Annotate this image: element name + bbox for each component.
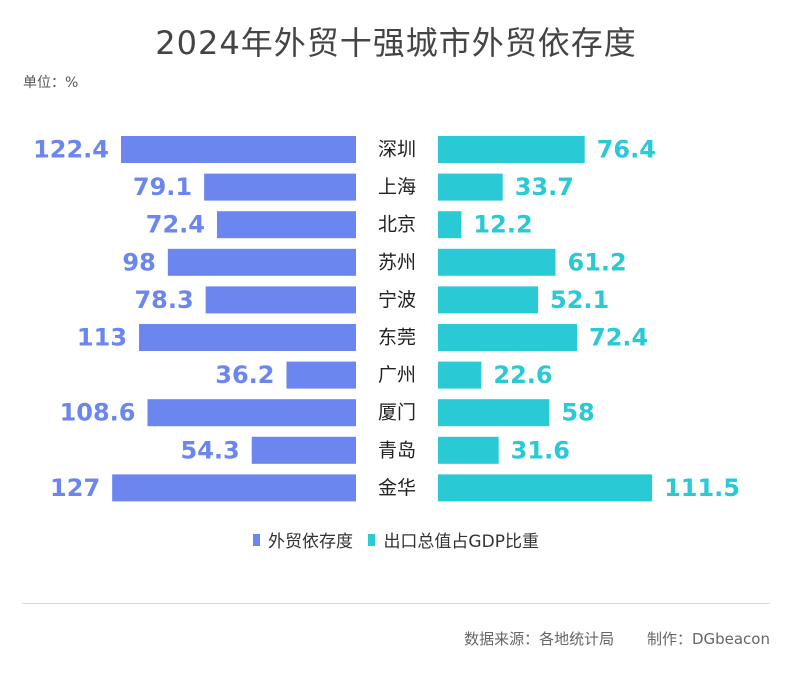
bar-left-1 [204,173,356,201]
category-label-4: 宁波 [378,289,416,311]
legend: 外贸依存度 出口总值占GDP比重 [0,527,792,552]
bar-right-6 [438,361,482,389]
bar-right-0 [438,136,585,163]
chart-title: 2024年外贸十强城市外贸依存度 [155,24,637,62]
unit-label: 单位：% [23,75,79,91]
category-label-1: 上海 [378,176,416,198]
bar-left-0 [120,136,356,163]
legend-label-export-gdp-share: 出口总值占GDP比重 [383,532,539,552]
bar-right-5 [438,324,578,351]
bar-left-9 [112,474,356,502]
category-label-7: 厦门 [378,402,416,424]
footer: 数据来源：各地统计局 制作：DGbeacon [464,628,770,649]
label-right-9: 111.5 [664,474,740,502]
bar-right-9 [438,474,653,502]
bar-left-2 [216,211,356,239]
label-left-0: 122.4 [33,136,109,164]
bar-right-7 [438,399,550,427]
legend-item-trade-dependence: 外贸依存度 [253,527,353,552]
bar-left-3 [167,248,356,276]
label-left-8: 54.3 [181,436,240,464]
label-left-3: 98 [122,248,155,276]
label-left-1: 79.1 [133,173,192,201]
legend-item-export-gdp-share: 出口总值占GDP比重 [368,527,539,552]
legend-swatch-export-gdp-share [368,533,376,546]
bar-right-2 [438,211,462,239]
label-right-2: 12.2 [473,211,532,239]
category-label-6: 广州 [378,364,416,386]
label-left-4: 78.3 [134,286,193,314]
label-right-6: 22.6 [493,361,552,389]
label-left-5: 113 [77,324,127,352]
data-source: 数据来源：各地统计局 [464,630,615,648]
bar-right-1 [438,173,503,201]
label-left-6: 36.2 [215,361,274,389]
label-right-1: 33.7 [515,173,574,201]
author-credit: 制作：DGbeacon [646,630,770,648]
label-right-7: 58 [561,399,594,427]
butterfly-bar-chart: 122.4 76.4 深圳 79.1 33.7 上海 72.4 12.2 北京 98 61.2 苏州 7… [33,136,740,502]
label-left-2: 72.4 [146,211,205,239]
label-right-5: 72.4 [589,324,648,352]
category-label-3: 苏州 [378,251,416,273]
footer-divider [22,603,770,604]
category-label-2: 北京 [378,214,416,236]
label-right-4: 52.1 [550,286,609,314]
label-right-3: 61.2 [568,248,627,276]
bar-left-6 [286,361,356,389]
bar-right-4 [438,286,539,314]
bar-left-7 [147,399,356,427]
label-right-0: 76.4 [597,136,656,164]
category-label-8: 青岛 [378,439,416,461]
label-right-8: 31.6 [511,436,570,464]
bar-left-4 [205,286,356,314]
category-label-0: 深圳 [378,139,416,161]
bar-left-5 [139,324,356,351]
legend-label-trade-dependence: 外贸依存度 [268,532,354,552]
bar-right-8 [438,436,499,464]
bar-left-8 [251,436,356,464]
category-label-9: 金华 [378,477,416,499]
bar-right-3 [438,248,556,276]
category-label-5: 东莞 [378,327,416,349]
label-left-9: 127 [50,474,100,502]
label-left-7: 108.6 [60,399,136,427]
legend-swatch-trade-dependence [253,533,261,546]
